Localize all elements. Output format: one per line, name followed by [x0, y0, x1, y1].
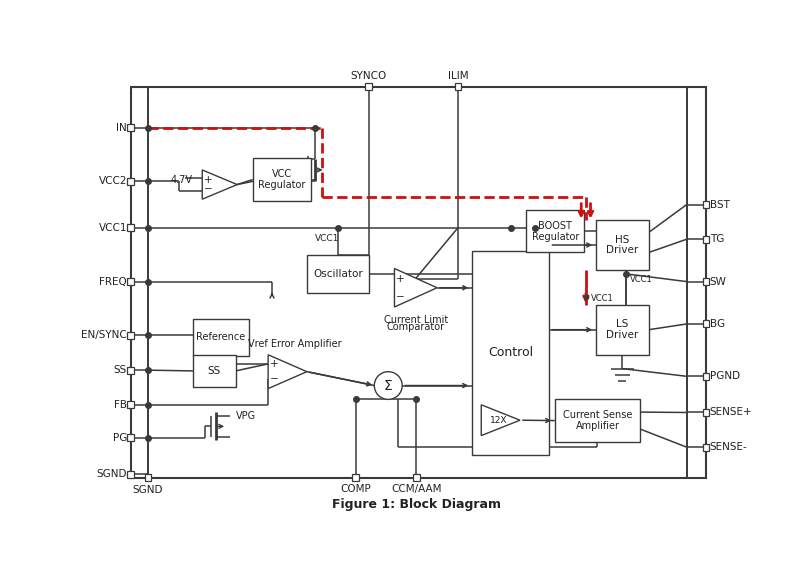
Text: Current Limit: Current Limit [383, 315, 448, 325]
Bar [454, 83, 461, 90]
Text: SGND: SGND [97, 469, 127, 479]
Text: Driver: Driver [606, 246, 637, 255]
Bar [554, 399, 639, 442]
Bar [127, 367, 135, 374]
Bar [307, 255, 368, 293]
Text: 4.7V: 4.7V [171, 175, 193, 184]
Bar [127, 278, 135, 285]
Bar [702, 236, 709, 243]
Text: VCC1: VCC1 [98, 223, 127, 233]
Text: VCC1: VCC1 [590, 294, 613, 303]
Text: VCC1: VCC1 [629, 275, 652, 284]
Text: PG: PG [113, 433, 127, 443]
Text: ILIM: ILIM [447, 70, 468, 81]
Text: +: + [396, 274, 405, 284]
Text: Driver: Driver [606, 330, 637, 340]
Text: +: + [270, 359, 278, 369]
Text: LS: LS [616, 320, 628, 329]
Bar [595, 220, 648, 270]
Text: $\Sigma$: $\Sigma$ [383, 378, 393, 392]
Bar [144, 474, 152, 481]
Bar [127, 402, 135, 408]
Polygon shape [394, 268, 436, 307]
Text: PGND: PGND [709, 371, 739, 381]
Text: Comparator: Comparator [386, 322, 444, 332]
Text: Reference: Reference [196, 332, 245, 342]
Bar [127, 434, 135, 441]
Bar [252, 158, 311, 201]
Bar [702, 201, 709, 208]
Bar [702, 278, 709, 285]
Text: HS: HS [615, 235, 629, 244]
Bar [127, 224, 135, 231]
Text: Amplifier: Amplifier [575, 421, 619, 431]
Text: VCC1: VCC1 [314, 234, 338, 243]
Text: FREQ: FREQ [99, 276, 127, 286]
Bar [193, 355, 235, 387]
Bar [127, 471, 135, 478]
Bar [127, 124, 135, 131]
Text: CCM/AAM: CCM/AAM [390, 484, 441, 494]
Bar [127, 178, 135, 185]
Text: Control: Control [487, 346, 533, 359]
Text: Figure 1: Block Diagram: Figure 1: Block Diagram [331, 498, 500, 510]
Text: SS: SS [114, 365, 127, 375]
Text: SENSE-: SENSE- [709, 442, 747, 452]
Text: +: + [204, 175, 212, 184]
Text: −: − [396, 292, 405, 301]
Text: SGND: SGND [132, 485, 163, 495]
Polygon shape [481, 405, 519, 435]
Text: SENSE+: SENSE+ [709, 407, 752, 417]
Text: Regulator: Regulator [258, 180, 305, 190]
Text: Regulator: Regulator [531, 232, 578, 242]
Text: Vref Error Amplifier: Vref Error Amplifier [248, 339, 341, 349]
Bar [702, 443, 709, 450]
Bar [702, 409, 709, 416]
Text: −: − [204, 184, 212, 194]
Text: IN: IN [116, 123, 127, 133]
Text: TG: TG [709, 234, 723, 244]
Text: SS: SS [208, 366, 221, 376]
Bar [193, 318, 248, 356]
Text: EN/SYNC: EN/SYNC [81, 331, 127, 340]
Bar [131, 87, 705, 478]
Bar [702, 373, 709, 380]
Text: VCC: VCC [272, 169, 291, 179]
Text: COMP: COMP [340, 484, 371, 494]
Text: BG: BG [709, 319, 724, 329]
Text: SW: SW [709, 276, 726, 286]
Bar [365, 83, 372, 90]
Text: FB: FB [114, 400, 127, 410]
Text: BST: BST [709, 200, 729, 210]
Text: BOOST: BOOST [538, 221, 572, 231]
Bar [127, 332, 135, 339]
Circle shape [374, 372, 401, 399]
Bar [595, 305, 648, 355]
Bar [471, 251, 549, 455]
Bar [412, 474, 419, 481]
Text: Current Sense: Current Sense [562, 410, 632, 420]
Bar [526, 210, 584, 253]
Bar [702, 321, 709, 328]
Text: SYNCO: SYNCO [350, 70, 387, 81]
Polygon shape [202, 170, 237, 199]
Text: 12X: 12X [489, 416, 506, 425]
Bar [352, 474, 358, 481]
Text: Oscillator: Oscillator [312, 269, 363, 279]
Polygon shape [268, 355, 307, 389]
Text: VCC2: VCC2 [98, 176, 127, 186]
Text: −: − [269, 374, 278, 385]
Text: VPG: VPG [235, 410, 255, 421]
